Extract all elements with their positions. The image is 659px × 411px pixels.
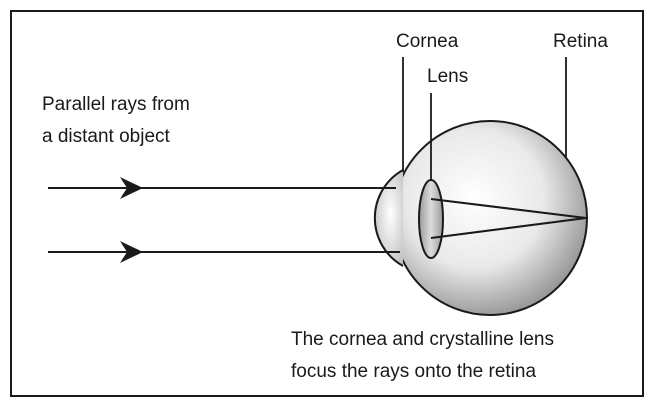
ray-top-arrowhead	[120, 177, 143, 199]
lens-label: Lens	[427, 66, 468, 87]
converging-ray-top	[430, 198, 587, 219]
bottom-caption-line1: The cornea and crystalline lens	[291, 329, 554, 350]
crystalline-lens	[418, 179, 444, 259]
bottom-caption-line2: focus the rays onto the retina	[291, 361, 536, 382]
retina-label: Retina	[553, 31, 608, 52]
cornea-label: Cornea	[396, 31, 459, 52]
source-caption-line2: a distant object	[42, 126, 171, 147]
source-caption-line1: Parallel rays from	[42, 94, 190, 115]
cornea-bulge	[373, 169, 404, 267]
ray-bottom-arrowhead	[120, 241, 143, 263]
converging-ray-bottom	[430, 217, 587, 239]
